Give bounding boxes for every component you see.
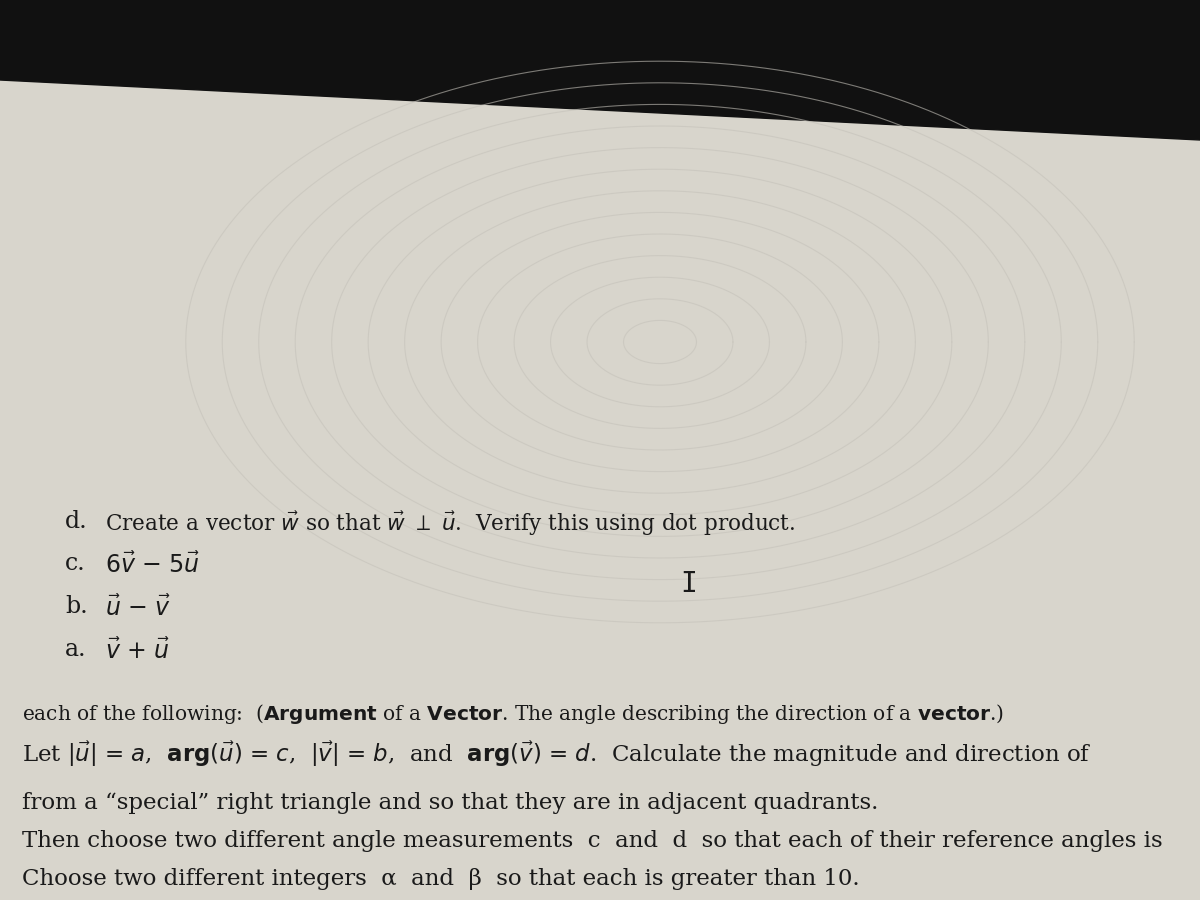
Text: Let $|\vec{u}|$ = $a$,  $\mathbf{arg}(\vec{u})$ = $c$,  $|\vec{v}|$ = $b$,  and : Let $|\vec{u}|$ = $a$, $\mathbf{arg}(\ve…	[22, 740, 1092, 770]
Text: a.: a.	[65, 638, 86, 661]
Text: c.: c.	[65, 552, 85, 575]
Text: d.: d.	[65, 510, 88, 533]
Text: from a “special” right triangle and so that they are in adjacent quadrants.: from a “special” right triangle and so t…	[22, 792, 878, 814]
Text: I: I	[680, 570, 697, 598]
Text: each of the following:  ($\mathbf{Argument}$ of a $\mathbf{Vector}$. The angle d: each of the following: ($\mathbf{Argumen…	[22, 702, 1004, 726]
Text: $\vec{u}$ $-$ $\vec{v}$: $\vec{u}$ $-$ $\vec{v}$	[106, 595, 172, 621]
Polygon shape	[0, 0, 1200, 140]
Text: Then choose two different angle measurements  c  and  d  so that each of their r: Then choose two different angle measurem…	[22, 830, 1163, 852]
Text: b.: b.	[65, 595, 88, 618]
Text: Create a vector $\vec{w}$ so that $\vec{w}$ $\perp$ $\vec{u}$.  Verify this usin: Create a vector $\vec{w}$ so that $\vec{…	[106, 510, 796, 538]
Text: Choose two different integers  α  and  β  so that each is greater than 10.: Choose two different integers α and β so…	[22, 868, 859, 890]
Text: $\vec{v}$ + $\vec{u}$: $\vec{v}$ + $\vec{u}$	[106, 638, 170, 663]
Text: $6\vec{v}$ $-$ $5\vec{u}$: $6\vec{v}$ $-$ $5\vec{u}$	[106, 552, 200, 578]
